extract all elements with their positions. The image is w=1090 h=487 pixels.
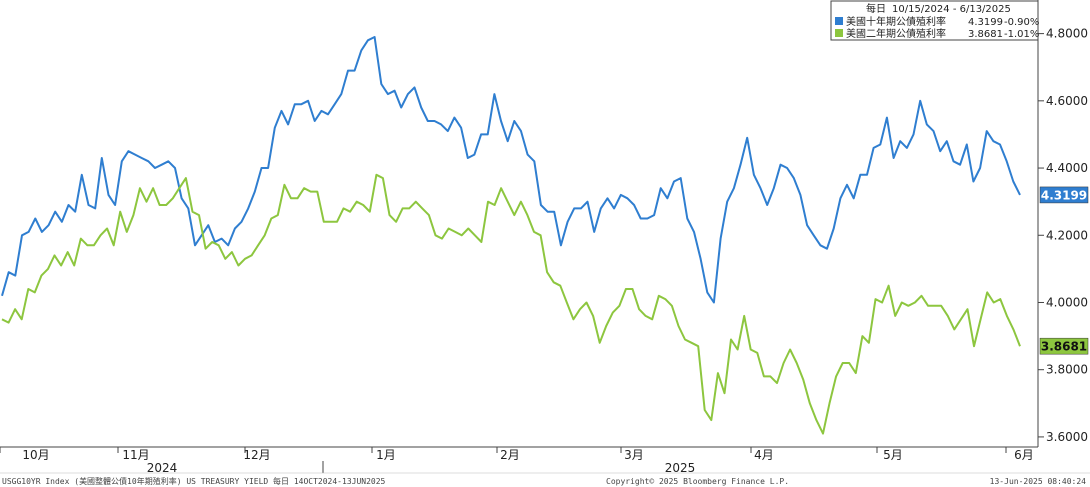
legend: 每日 10/15/2024 - 6/13/2025 美國十年期公債殖利率 4.31… [830,0,1039,41]
x-tick-label: 6月 [1014,448,1034,462]
series-line-0 [1,36,1021,304]
footer-center: Copyright© 2025 Bloomberg Finance L.P. [606,477,789,486]
series-line-1 [1,173,1021,435]
x-tick-label: 1月 [376,448,396,462]
series-layer [1,36,1021,435]
y-tick-label: 4.2000 [1046,228,1088,242]
y-tick-label: 3.8000 [1046,363,1088,377]
y-tick-label: 4.8000 [1046,27,1088,41]
x-tick-label: 5月 [883,448,903,462]
x-tick-label: 10月 [22,448,49,462]
legend-last-10y: 4.3199 [968,17,1003,28]
x-tick-label: 3月 [624,448,644,462]
footer-right: 13-Jun-2025 08:40:24 [990,477,1087,486]
last-value-badge-0: 4.3199 [1039,186,1089,204]
last-value-text-1: 3.8681 [1041,340,1087,354]
year-label: 2025 [665,461,696,475]
y-tick-label: 4.0000 [1046,295,1088,309]
x-tick-label: 11月 [122,448,149,462]
legend-swatch-2y [835,29,843,37]
footer-left: USGG10YR Index (美國整體公債10年期殖利率) US TREASU… [2,476,386,486]
year-label: 2024 [147,461,178,475]
legend-box [830,0,1039,41]
last-value-badges: 4.3199 3.8681 [1039,186,1089,355]
y-tick-label: 3.6000 [1046,430,1088,444]
legend-change-10y: -0.90% [1004,17,1039,28]
last-value-badge-1: 3.8681 [1039,337,1089,355]
x-tick-label: 12月 [243,448,270,462]
legend-change-2y: -1.01% [1004,29,1039,40]
legend-label-10y: 美國十年期公債殖利率 [846,15,946,28]
plot-area: 4.8000 4.6000 4.4000 4.2000 4.0000 3.8000 3.60… [0,0,1089,475]
legend-header: 每日 10/15/2024 - 6/13/2025 [866,2,1011,15]
y-tick-label: 4.6000 [1046,94,1088,108]
legend-last-2y: 3.8681 [968,29,1003,40]
x-tick-label: 2月 [500,448,520,462]
x-tick-label: 4月 [754,448,774,462]
footer: USGG10YR Index (美國整體公債10年期殖利率) US TREASU… [0,472,1090,486]
legend-label-2y: 美國二年期公債殖利率 [846,27,946,40]
y-tick-label: 4.4000 [1046,161,1088,175]
last-value-text-0: 4.3199 [1041,188,1087,202]
y-axis: 4.8000 4.6000 4.4000 4.2000 4.0000 3.8000 3.60… [1038,27,1088,444]
legend-swatch-10y [835,17,843,25]
x-axis: 10月 11月 12月 1月 2月 3月 4月 5月 6月 2024 2025 [0,447,1034,475]
